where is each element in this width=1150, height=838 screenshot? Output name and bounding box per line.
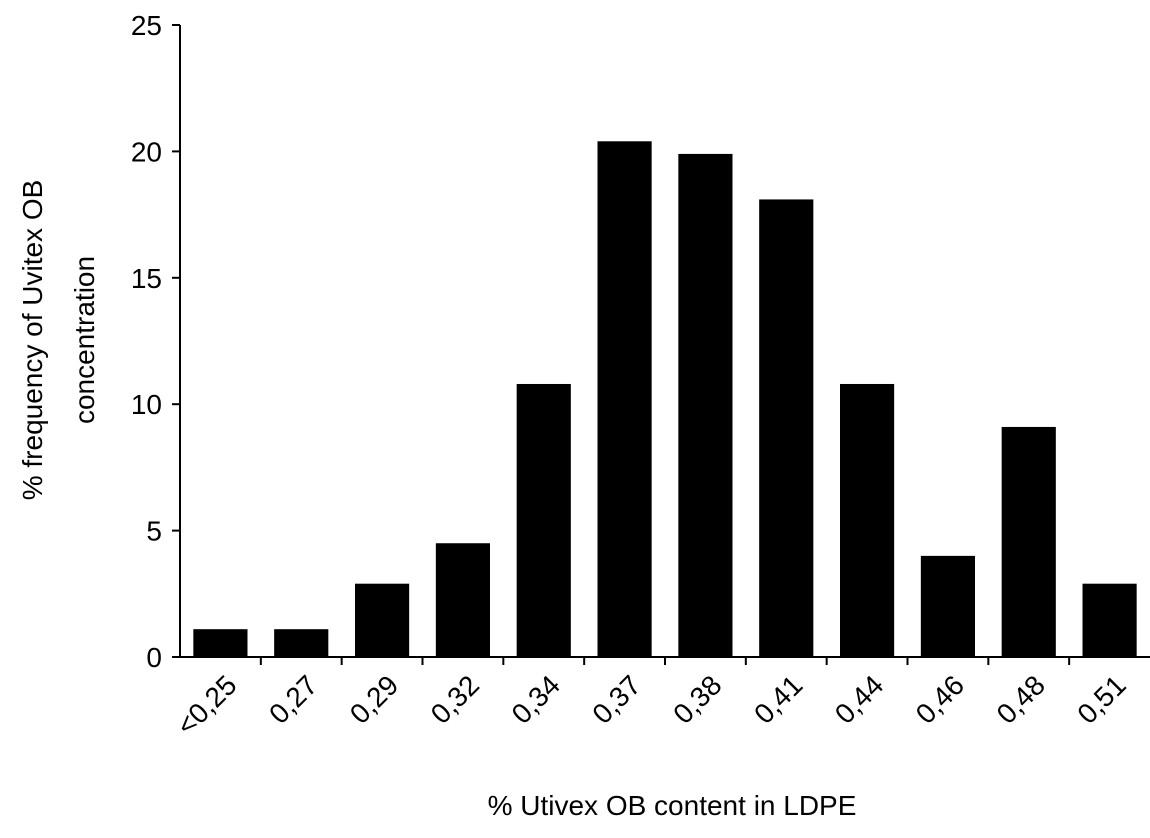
y-tick-label: 15 [131, 263, 162, 294]
x-tick-label: 0,38 [667, 669, 727, 729]
y-axis-label: % frequency of Uvitex OB [17, 180, 48, 501]
bar [759, 199, 814, 657]
x-tick-label: 0,27 [263, 669, 323, 729]
y-axis-label: concentration [69, 256, 100, 424]
y-tick-label: 5 [146, 516, 162, 547]
x-axis-label: % Utivex OB content in LDPE [488, 790, 857, 821]
bar [1001, 426, 1056, 657]
x-tick-label: 0,29 [344, 669, 404, 729]
bar [193, 629, 248, 657]
x-tick-label: 0,37 [586, 669, 646, 729]
x-tick-label: 0,41 [748, 669, 808, 729]
bar [516, 383, 571, 657]
bar [840, 383, 895, 657]
x-tick-label: 0,34 [506, 669, 566, 729]
y-tick-label: 20 [131, 136, 162, 167]
bar [274, 629, 329, 657]
y-tick-label: 10 [131, 389, 162, 420]
bar [355, 583, 410, 657]
y-tick-label: 25 [131, 10, 162, 41]
bar [1082, 583, 1137, 657]
x-tick-label: 0,32 [425, 669, 485, 729]
x-tick-label: 0,51 [1071, 669, 1131, 729]
y-tick-label: 0 [146, 642, 162, 673]
bar [678, 153, 733, 658]
x-tick-label: 0,44 [829, 669, 889, 729]
bar [597, 141, 652, 658]
x-tick-label: <0,25 [171, 669, 243, 741]
x-tick-label: 0,46 [910, 669, 970, 729]
bar [435, 543, 490, 657]
bar [920, 555, 975, 657]
x-tick-label: 0,48 [991, 669, 1051, 729]
